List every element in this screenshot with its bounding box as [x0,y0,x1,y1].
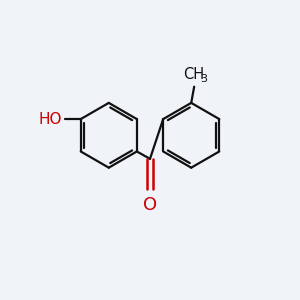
Text: HO: HO [39,112,62,127]
Text: 3: 3 [200,74,207,84]
Text: CH: CH [184,67,205,82]
Text: O: O [143,196,157,214]
